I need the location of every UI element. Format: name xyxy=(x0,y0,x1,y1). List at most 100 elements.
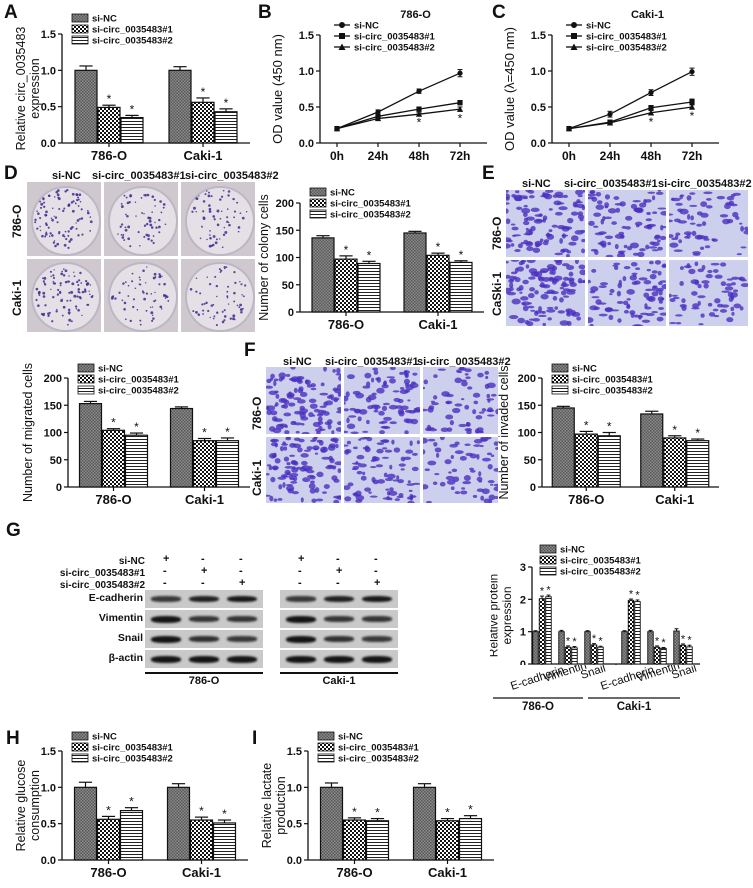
protein-band xyxy=(189,636,219,642)
d-col-label-2: si-circ_0035483#1 xyxy=(92,170,186,182)
chart-i-lactate: 0.0 0.5 1.0 1.5 * * 786-O * * Caki-1 Relative lact… xyxy=(256,728,496,883)
wb-sign-786-o-r3-c2: - xyxy=(201,577,205,589)
f-row-label-1: 786-O xyxy=(250,396,264,430)
chart-g-protein: 0 1 2 3 * * * * * * * * * * * * Relative protein expressi… xyxy=(486,535,753,671)
svg-text:50: 50 xyxy=(50,455,62,467)
svg-text:786-O: 786-O xyxy=(522,701,554,710)
svg-text:1: 1 xyxy=(520,627,526,639)
chart-d-colony: 0 50 100 150 200 * * 786-O * * Caki-1 Number of col… xyxy=(252,178,487,338)
svg-text:Number of colony cells: Number of colony cells xyxy=(257,194,271,320)
svg-text:Caki-1: Caki-1 xyxy=(428,865,467,880)
svg-text:si-circ_0035483#1: si-circ_0035483#1 xyxy=(586,32,668,43)
svg-text:Number of invaded cells: Number of invaded cells xyxy=(497,365,511,499)
wb-sign-caki-1-r2-c1: - xyxy=(298,565,302,577)
svg-text:0: 0 xyxy=(56,482,62,494)
svg-text:si-NC: si-NC xyxy=(572,364,597,375)
colony-dish-images xyxy=(27,182,255,332)
svg-text:*: * xyxy=(417,116,422,130)
svg-text:OD value (450 nm): OD value (450 nm) xyxy=(270,34,285,144)
svg-text:150: 150 xyxy=(276,225,294,237)
svg-text:1.5: 1.5 xyxy=(531,30,546,42)
svg-text:2: 2 xyxy=(520,594,526,606)
svg-text:786-O: 786-O xyxy=(568,492,604,507)
svg-text:*: * xyxy=(655,635,660,647)
wb-condition-label-2: si-circ_0035483#1 xyxy=(59,568,145,579)
svg-text:3: 3 xyxy=(520,562,526,574)
wb-protein-label-4: β-actin xyxy=(108,652,143,664)
svg-text:150: 150 xyxy=(44,400,62,412)
svg-text:50: 50 xyxy=(282,280,294,292)
svg-text:si-circ_0035483#1: si-circ_0035483#1 xyxy=(92,743,174,754)
svg-text:Relative glucose: Relative glucose xyxy=(14,760,28,852)
d-row-label-1: 786-O xyxy=(10,204,24,238)
svg-text:48h: 48h xyxy=(641,149,662,160)
svg-text:si-circ_0035483#2: si-circ_0035483#2 xyxy=(354,43,435,54)
svg-text:*: * xyxy=(468,803,473,817)
svg-text:*: * xyxy=(607,420,612,434)
protein-band xyxy=(286,596,316,602)
dish-image-r2-si-nc xyxy=(27,258,101,332)
svg-text:si-circ_0035483#2: si-circ_0035483#2 xyxy=(572,386,653,397)
transwell-image-r1-si-circ-1 xyxy=(587,190,667,257)
wb-sign-786-o-r1-c3: - xyxy=(239,553,243,565)
dish-image-r1-si-nc xyxy=(27,182,101,256)
protein-band xyxy=(324,595,354,603)
transwell-image-r1-si-nc xyxy=(266,367,342,434)
f-row-label-2: Caki-1 xyxy=(250,459,264,496)
wb-condition-label-3: si-circ_0035483#2 xyxy=(59,580,145,591)
svg-text:Caki-1: Caki-1 xyxy=(185,492,224,507)
svg-text:*: * xyxy=(375,806,380,820)
svg-text:*: * xyxy=(436,240,441,254)
svg-text:si-circ_0035483#1: si-circ_0035483#1 xyxy=(354,32,436,43)
svg-text:1.0: 1.0 xyxy=(287,782,302,794)
transwell-migration-images xyxy=(506,190,748,326)
svg-text:0.0: 0.0 xyxy=(299,138,314,150)
protein-band xyxy=(151,596,181,602)
chart-a-circ-expression: 0.0 0.5 1.0 1.5 * * 786-O * * Caki-1 Relative circ… xyxy=(10,10,250,163)
svg-text:*: * xyxy=(592,633,597,645)
panel-label-f: F xyxy=(244,340,256,361)
chart-f-invaded: 0 50 100 150 200 * * 786-O * * Caki-1 Number of inv… xyxy=(494,355,724,515)
svg-text:*: * xyxy=(129,795,134,809)
svg-text:*: * xyxy=(202,425,207,439)
svg-text:*: * xyxy=(224,96,229,110)
svg-text:*: * xyxy=(201,85,206,99)
svg-text:*: * xyxy=(107,92,112,106)
svg-text:expression: expression xyxy=(28,58,42,118)
svg-text:0.0: 0.0 xyxy=(287,855,302,867)
wb-sign-caki-1-r1-c1: + xyxy=(298,553,305,565)
chart-c-od-caki1: 0.0 0.5 1.0 1.5 0h 24h 48h 72h * * Caki-1 OD value … xyxy=(494,4,724,163)
dish-image-r2-si-circ-1 xyxy=(104,258,178,332)
svg-text:50: 50 xyxy=(524,455,536,467)
svg-text:si-circ_0035483#1: si-circ_0035483#1 xyxy=(92,25,174,36)
transwell-image-r1-si-circ-2 xyxy=(669,190,748,257)
svg-text:100: 100 xyxy=(276,253,294,265)
svg-text:0.0: 0.0 xyxy=(41,855,56,867)
panel-label-i: I xyxy=(252,728,258,749)
svg-text:48h: 48h xyxy=(409,149,430,160)
wb-sign-caki-1-r3-c3: + xyxy=(374,577,381,589)
svg-text:1.5: 1.5 xyxy=(41,746,56,758)
wb-sign-786-o-r3-c1: - xyxy=(163,577,167,589)
svg-text:*: * xyxy=(584,418,589,432)
wb-protein-label-1: E-cadherin xyxy=(88,592,143,604)
wb-blot-786-o xyxy=(145,590,263,670)
svg-text:*: * xyxy=(199,804,204,818)
e-row-label-1: 786-O xyxy=(490,216,504,250)
svg-text:Caki-1: Caki-1 xyxy=(183,148,222,160)
svg-text:*: * xyxy=(540,586,545,598)
wb-sign-786-o-r2-c2: + xyxy=(201,565,208,577)
svg-text:production: production xyxy=(274,776,288,834)
svg-text:200: 200 xyxy=(44,373,62,385)
svg-text:*: * xyxy=(111,416,116,430)
svg-text:si-NC: si-NC xyxy=(354,21,379,32)
transwell-invasion-images xyxy=(266,367,498,503)
transwell-image-r1-si-circ-2 xyxy=(422,367,498,434)
wb-sign-caki-1-r1-c2: - xyxy=(336,553,340,565)
protein-band xyxy=(227,655,257,663)
svg-text:150: 150 xyxy=(518,400,536,412)
protein-band xyxy=(151,635,181,643)
e-col-label-1: si-NC xyxy=(522,178,551,190)
svg-text:200: 200 xyxy=(518,373,536,385)
wb-blot-caki-1 xyxy=(280,590,398,670)
